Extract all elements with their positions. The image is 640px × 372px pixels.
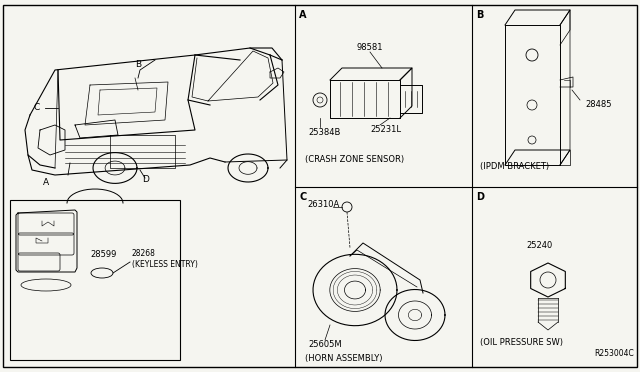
Bar xyxy=(10,200,180,360)
Text: B: B xyxy=(476,10,483,20)
Text: A: A xyxy=(299,10,307,20)
Text: (CRASH ZONE SENSOR): (CRASH ZONE SENSOR) xyxy=(305,155,404,164)
Text: (HORN ASSEMBLY): (HORN ASSEMBLY) xyxy=(305,354,383,363)
Text: A: A xyxy=(43,178,49,187)
Text: 25231L: 25231L xyxy=(370,125,401,134)
Text: 28268: 28268 xyxy=(132,249,156,258)
Text: 28599: 28599 xyxy=(90,250,116,259)
Text: B: B xyxy=(135,60,141,69)
Text: 25605M: 25605M xyxy=(308,340,342,349)
Text: C: C xyxy=(299,192,307,202)
Text: (OIL PRESSURE SW): (OIL PRESSURE SW) xyxy=(480,338,563,347)
Text: (IPDM BRACKET): (IPDM BRACKET) xyxy=(480,162,549,171)
Text: 25384B: 25384B xyxy=(308,128,340,137)
Text: 25240: 25240 xyxy=(527,241,553,250)
Text: D: D xyxy=(476,192,484,202)
Text: D: D xyxy=(142,175,149,184)
Text: (KEYLESS ENTRY): (KEYLESS ENTRY) xyxy=(132,260,198,269)
Text: 98581: 98581 xyxy=(356,43,383,52)
Text: 28485: 28485 xyxy=(585,100,611,109)
Text: C: C xyxy=(34,103,40,112)
Text: 26310A: 26310A xyxy=(307,199,339,208)
Text: R253004C: R253004C xyxy=(595,349,634,358)
